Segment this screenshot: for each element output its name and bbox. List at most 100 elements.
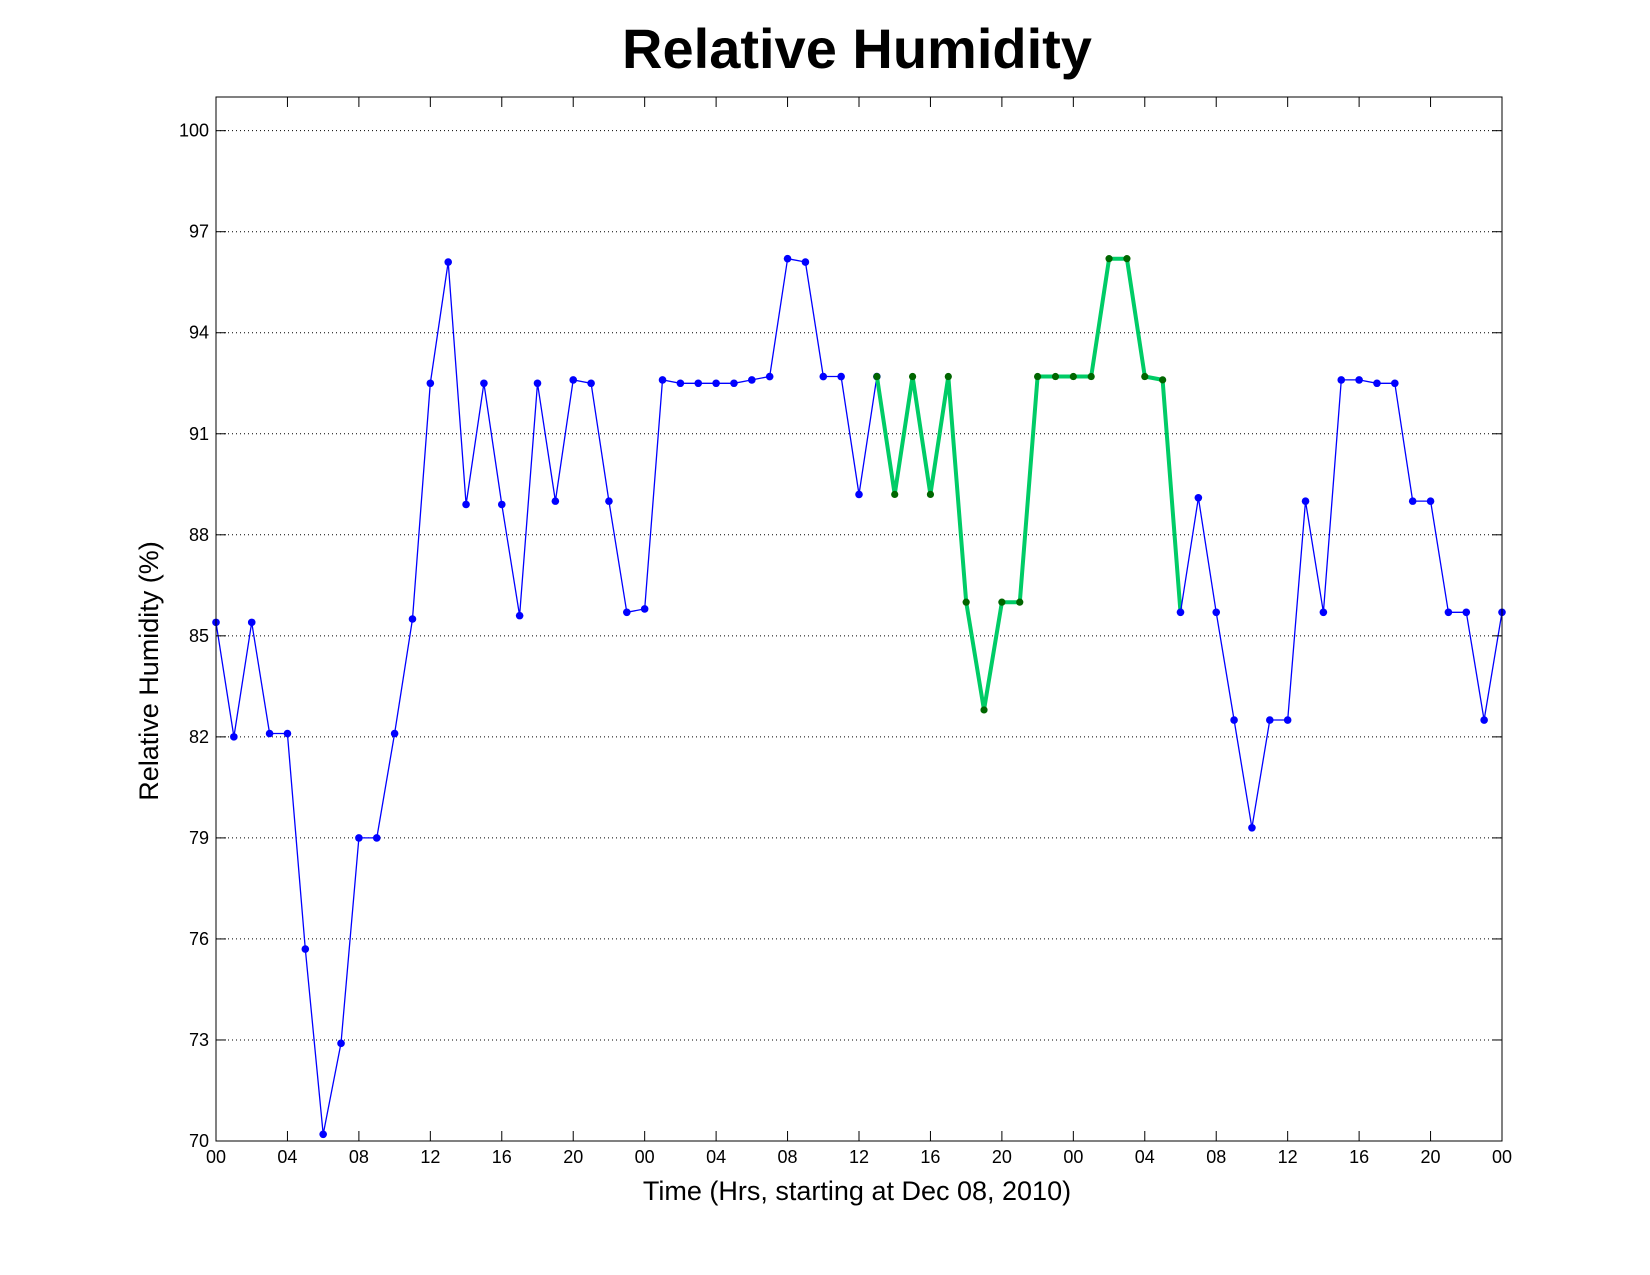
data-point: [533, 379, 542, 388]
grid-lines: [216, 130, 1502, 1041]
x-tick-label: 08: [349, 1147, 369, 1167]
data-point: [855, 490, 863, 499]
x-tick-label: 12: [420, 1147, 440, 1167]
data-point: [1016, 598, 1024, 606]
data-point: [551, 497, 560, 505]
data-point: [694, 379, 703, 388]
x-tick-label: 16: [1349, 1147, 1369, 1167]
y-tick-label: 76: [189, 929, 209, 949]
data-point: [444, 258, 452, 266]
x-tick-label: 00: [635, 1147, 655, 1167]
data-point: [319, 1130, 327, 1139]
data-point: [783, 254, 792, 263]
data-point: [658, 376, 667, 384]
data-point: [390, 729, 399, 738]
x-tick-label: 12: [849, 1147, 869, 1167]
data-point: [337, 1039, 345, 1048]
data-point: [1069, 372, 1077, 381]
y-tick-label: 73: [189, 1030, 209, 1050]
data-point: [980, 706, 988, 714]
x-tick-label: 08: [1206, 1147, 1226, 1167]
data-point: [1159, 376, 1167, 384]
data-point: [1266, 716, 1274, 724]
data-point: [301, 945, 310, 953]
data-point: [623, 608, 631, 617]
data-point: [712, 379, 720, 388]
data-point: [1212, 608, 1221, 617]
data-point: [1105, 255, 1113, 263]
x-tick-label: 04: [706, 1147, 726, 1167]
data-point: [962, 598, 970, 606]
data-point: [515, 611, 524, 620]
data-point: [408, 615, 417, 623]
data-point: [372, 834, 381, 842]
x-tick-label: 16: [492, 1147, 512, 1167]
x-tick-label: 12: [1278, 1147, 1298, 1167]
y-tick-label: 79: [189, 828, 209, 848]
data-point: [426, 379, 435, 388]
data-point: [1426, 497, 1435, 505]
x-tick-label: 04: [277, 1147, 297, 1167]
data-point: [640, 605, 649, 613]
data-point: [1408, 497, 1417, 505]
data-point: [730, 379, 738, 388]
data-point: [230, 733, 238, 741]
data-point: [765, 372, 774, 381]
x-tick-label: 20: [563, 1147, 583, 1167]
series-line: [874, 256, 1183, 712]
data-point: [1283, 716, 1292, 724]
series-layer: [212, 254, 1506, 1139]
x-tick-label: 20: [992, 1147, 1012, 1167]
data-point: [1230, 716, 1238, 724]
data-point: [944, 372, 952, 381]
x-tick-label: 04: [1135, 1147, 1155, 1167]
data-point: [1373, 379, 1381, 388]
data-point: [1248, 824, 1256, 832]
data-point: [801, 258, 810, 266]
data-point: [1391, 379, 1399, 388]
y-tick-label: 82: [189, 727, 209, 747]
y-tick-label: 94: [189, 323, 209, 343]
data-point: [587, 379, 595, 388]
y-tick-label: 100: [179, 121, 209, 141]
data-point: [265, 729, 274, 738]
data-point: [819, 372, 828, 381]
data-point: [1123, 255, 1131, 263]
data-point: [1337, 376, 1346, 384]
data-point: [748, 376, 756, 384]
x-tick-label: 20: [1421, 1147, 1441, 1167]
series-line: [215, 258, 878, 1135]
data-point: [1087, 372, 1095, 381]
x-tick-label: 16: [920, 1147, 940, 1167]
data-point: [355, 834, 363, 842]
series-line: [1179, 379, 1503, 829]
data-point: [676, 379, 685, 388]
x-tick-label: 08: [778, 1147, 798, 1167]
data-point: [1480, 716, 1488, 724]
data-point: [908, 372, 917, 381]
data-point: [283, 729, 292, 738]
data-point: [1194, 493, 1203, 502]
data-point: [480, 379, 488, 388]
y-tick-label: 91: [189, 424, 209, 444]
data-point: [1051, 372, 1060, 381]
data-point: [873, 372, 881, 381]
x-tick-label: 00: [206, 1147, 226, 1167]
x-tick-label: 00: [1063, 1147, 1083, 1167]
data-point: [1444, 608, 1453, 617]
y-tick-label: 88: [189, 525, 209, 545]
y-tick-label: 85: [189, 626, 209, 646]
data-point: [1301, 497, 1310, 505]
data-point: [247, 618, 256, 627]
y-tick-label: 97: [189, 222, 209, 242]
data-point: [497, 500, 506, 509]
data-point: [605, 497, 613, 505]
y-tick-label: 70: [189, 1131, 209, 1151]
chart-title: Relative Humidity: [622, 17, 1092, 80]
data-point: [569, 376, 578, 384]
data-point: [1319, 608, 1328, 617]
data-point: [462, 500, 470, 509]
data-point: [926, 490, 935, 498]
x-axis-label: Time (Hrs, starting at Dec 08, 2010): [643, 1176, 1071, 1206]
